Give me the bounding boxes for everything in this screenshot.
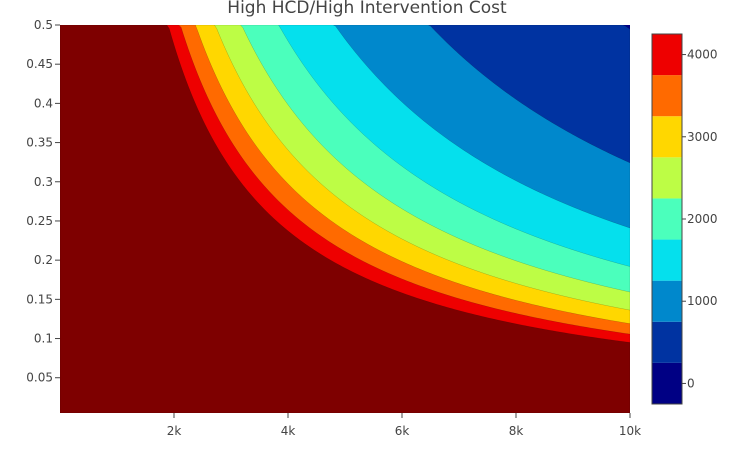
y-tick-label: 0.2: [34, 253, 53, 267]
colorbar-segment-3: [652, 239, 682, 281]
colorbar-tick-label: 4000: [687, 48, 718, 62]
colorbar-tick-label: 1000: [687, 294, 718, 308]
colorbar-segment-1: [652, 321, 682, 363]
y-tick-label: 0.4: [34, 96, 53, 110]
x-tick-label: 4k: [281, 424, 296, 438]
y-tick-label: 0.05: [26, 371, 53, 385]
colorbar-segment-8: [652, 34, 682, 76]
colorbar-tick-label: 0: [687, 376, 695, 390]
colorbar-segment-5: [652, 157, 682, 199]
y-axis: 0.05 0.1 0.15 0.2 0.25 0.3 0.35 0.4 0.45 0.5: [26, 18, 60, 385]
chart-title: High HCD/High Intervention Cost: [227, 0, 507, 18]
y-tick-label: 0.15: [26, 292, 53, 306]
y-tick-label: 0.25: [26, 214, 53, 228]
colorbar-tick-label: 2000: [687, 212, 718, 226]
colorbar-segment-6: [652, 116, 682, 158]
colorbar-tick-label: 3000: [687, 130, 718, 144]
x-tick-label: 8k: [509, 424, 524, 438]
y-tick-label: 0.45: [26, 57, 53, 71]
y-tick-label: 0.1: [34, 332, 53, 346]
x-tick-label: 10k: [619, 424, 641, 438]
colorbar: 0 1000 2000 3000 4000: [651, 33, 718, 405]
x-tick-label: 6k: [395, 424, 410, 438]
colorbar-segment-0: [652, 362, 682, 404]
colorbar-segment-2: [652, 280, 682, 322]
y-tick-label: 0.3: [34, 175, 53, 189]
plot-area: [60, 25, 630, 413]
colorbar-segment-4: [652, 198, 682, 240]
contour-band-9: [60, 25, 630, 413]
colorbar-segment-7: [652, 75, 682, 117]
y-tick-label: 0.35: [26, 136, 53, 150]
x-tick-label: 2k: [167, 424, 182, 438]
y-tick-label: 0.5: [34, 18, 53, 32]
x-axis: 2k 4k 6k 8k 10k: [167, 413, 641, 438]
